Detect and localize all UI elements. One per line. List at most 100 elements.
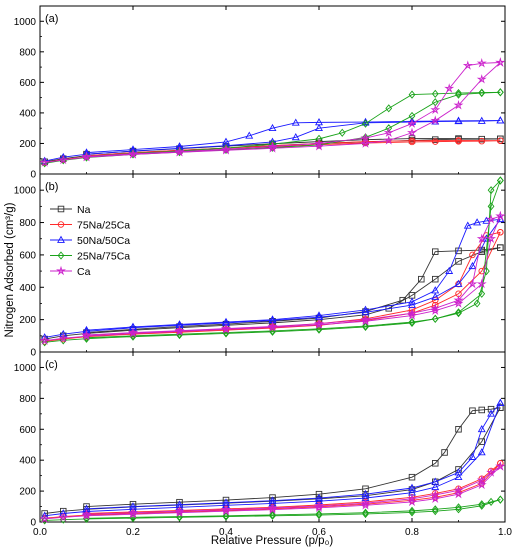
panel-c-series-ca [39,461,506,524]
panel-c-ca-point [81,510,92,521]
panel-b-na-desorption-line [86,247,501,334]
panel-c-ca-adsorption-line [44,466,501,520]
panel-c-na-point [129,500,137,508]
panel-b-50na-50ca-point [431,292,440,300]
panel-b-50na-50ca-point [361,305,370,313]
panel-c-y-tick-label: 400 [19,456,36,467]
panel-a-ca-point [383,127,394,138]
panel-c-50na-50ca-point [431,477,440,485]
panel-c-ca-point [267,502,278,513]
panel-a: 0 200 400 600 800 1000 (a) [14,5,506,181]
panel-b-ca-point [58,333,69,343]
panel-c-75na-25ca-adsorption-line [44,462,501,519]
legend-label-25na-75ca: 25Na/75Ca [77,250,130,262]
panel-a-ca-point [430,104,441,115]
panel-a-ca-point [314,138,324,148]
panel-b-25na-75ca-point [431,314,439,323]
panel-b-50na-50ca-point [408,297,416,305]
panel-b-na-point [432,275,439,283]
panel-b-25na-75ca-point [496,176,504,185]
panel-b-na-point [432,248,439,255]
panel-b-ca-point [174,325,185,335]
panel-c: 0 200 400 600 800 1000 0.0 0.2 0.4 0.6 0.8 1.0 (c) [14,351,512,538]
panel-c-na-point [478,406,486,414]
panel-c-x-tick-label: 0.0 [33,527,47,538]
panel-b: 0 200 400 600 800 1000 (b) Na 75Na/25Ca 50Na/50Ca… [14,173,506,359]
panel-b-50na-50ca-point [482,216,491,224]
panel-b-ca-point [39,335,50,345]
panel-a-na-point [497,135,504,143]
panel-c-25na-75ca-point [431,505,439,514]
panel-c-x-tick-label: 0.2 [126,527,140,538]
panel-b-ca-point [486,214,497,224]
panel-b-na-point [418,275,425,283]
panel-c-ca-point [453,485,464,495]
panel-b-ca-point [453,294,464,305]
panel-c-50na-50ca-point [408,483,416,491]
panel-c-50na-50ca-point [454,472,463,481]
panel-c-ca-point [174,505,185,516]
panel-c-50na-50ca-point [496,398,505,406]
panel-c-na-point [455,426,462,433]
panel-a-50na-50ca-point [315,118,323,126]
panel-b-25na-75ca-adsorption-line [44,180,501,343]
panel-b-25na-75ca-point [408,317,416,327]
panel-a-25na-75ca-point [385,104,393,113]
legend: Na 75Na/25Ca 50Na/50Ca 25Na/75Ca Ca [50,204,130,278]
panel-c-ca-point [495,461,506,471]
panel-a-ca-point [267,141,278,151]
panel-b-y-tick-label: 800 [19,218,36,229]
panel-c-y-tick-label: 0 [30,518,36,529]
panel-b-y-tick-label: 600 [19,250,36,261]
panel-b-25na-75ca-point [455,309,462,318]
panel-c-ca-point [314,502,324,513]
panel-a-na-point [408,135,416,142]
panel-a-ca-point [407,127,417,138]
panel-c-na-point [408,473,416,481]
panel-c-50na-50ca-point [487,409,496,417]
panel-b-50na-50ca-point [445,266,454,274]
panel-c-x-tick-label: 1.0 [498,527,512,538]
panel-c-x-tick-label: 0.8 [405,527,419,538]
panel-c-25na-75ca-point [315,509,323,519]
panel-b-ca-point [407,310,417,320]
panel-c-25na-75ca-desorption-line [86,499,501,519]
panel-a-series-ca [39,57,506,167]
panel-a-25na-75ca-point [362,119,369,128]
panel-b-ca-point [221,323,231,333]
panel-a-25na-75ca-point [496,88,504,97]
panel-b-ca-point [476,278,487,289]
x-axis-title: Relative Pressure (p/p₀) [211,535,334,547]
panel-b-50na-50ca-adsorption-line [44,219,501,338]
panel-c-ca-point [128,507,138,517]
panel-a-25na-75ca-point [385,124,393,133]
panel-b-na-point [455,258,462,265]
panel-c-ca-point [360,497,371,508]
panel-a-na-point [432,136,439,143]
panel-a-ca-adsorption-line [44,62,501,163]
panel-c-ca-point [486,467,497,477]
panel-a-50na-50ca-point [291,118,300,126]
panel-a-ca-desorption-line [86,62,501,157]
panel-b-ca-point [467,278,478,289]
panel-b-75na-25ca-adsorption-line [44,232,501,342]
panel-b-ca-point [407,307,417,318]
panel-c-na-point [469,407,476,414]
panel-a-25na-75ca-point [478,88,486,97]
panel-a-25na-75ca-point [455,88,462,98]
panel-c-na-point [432,460,439,467]
panel-c-na-point [441,449,448,456]
panel-a-ca-point [39,157,50,167]
panel-a-ca-point [383,135,394,145]
panel-c-ca-point [407,493,417,504]
panel-b-ca-point [476,233,487,243]
panel-c-ca-point [476,475,487,485]
panel-a-ca-point [221,144,231,154]
panel-a-ca-point [58,154,69,165]
panel-a-ca-point [360,138,371,148]
panel-c-na-point [497,404,504,411]
panel-a-25na-75ca-point [431,89,439,98]
panel-a-y-tick-label: 600 [19,78,36,89]
panel-a-ca-point [495,57,506,67]
